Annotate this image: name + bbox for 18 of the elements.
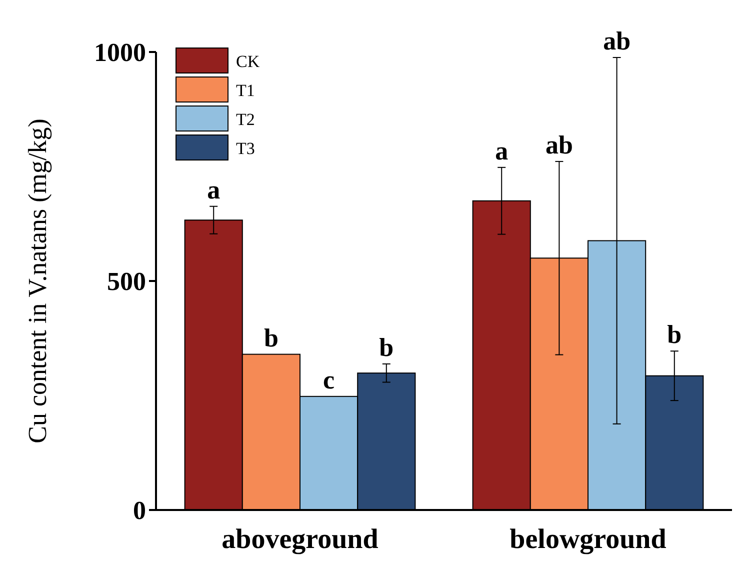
y-tick-label: 1000 bbox=[94, 38, 146, 68]
y-tick-label: 500 bbox=[107, 267, 146, 296]
data-label: a bbox=[495, 136, 508, 166]
legend-label: T3 bbox=[236, 138, 255, 158]
data-label: b bbox=[264, 323, 278, 352]
legend-label: CK bbox=[236, 52, 260, 71]
y-tick-label: 0 bbox=[133, 496, 146, 526]
data-label: b bbox=[667, 320, 682, 350]
annotation: ab bbox=[545, 130, 573, 160]
legend-label: T2 bbox=[236, 110, 255, 129]
data-label: b bbox=[379, 332, 394, 362]
annotation: ab bbox=[603, 26, 631, 56]
legend-label: T1 bbox=[236, 80, 255, 100]
x-tick-label: aboveground bbox=[222, 524, 379, 555]
data-label: c bbox=[323, 365, 335, 394]
y-axis-title: Cu content in V.natans (mg/kg) bbox=[23, 118, 52, 444]
data-label: a bbox=[207, 175, 220, 204]
x-tick-label: belowground bbox=[510, 524, 667, 555]
